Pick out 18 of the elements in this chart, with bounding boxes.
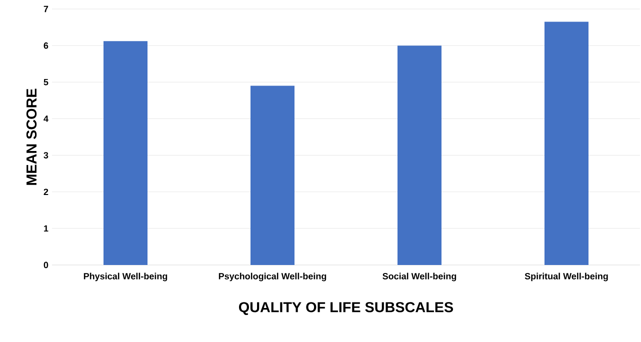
- y-tick-label: 3: [44, 152, 48, 158]
- x-axis-title: QUALITY OF LIFE SUBSCALES: [238, 302, 454, 315]
- y-tick-label: 1: [44, 225, 48, 232]
- bar: [397, 46, 442, 265]
- y-tick-label: 4: [44, 116, 48, 122]
- y-tick-label: 5: [44, 78, 48, 86]
- x-tick-label: Spiritual Well-being: [524, 272, 608, 282]
- x-tick-label: Physical Well-being: [84, 272, 168, 282]
- bar: [250, 86, 294, 265]
- y-axis-title: MEAN SCORE: [26, 88, 37, 185]
- x-tick-label: Psychological Well-being: [218, 272, 326, 282]
- y-tick-label: 2: [44, 188, 48, 195]
- x-tick-label: Social Well-being: [382, 272, 456, 282]
- y-tick-label: 7: [44, 6, 48, 12]
- bar: [544, 22, 588, 265]
- y-tick-label: 0: [44, 262, 48, 268]
- bar: [104, 41, 148, 265]
- y-tick-label: 6: [44, 42, 48, 49]
